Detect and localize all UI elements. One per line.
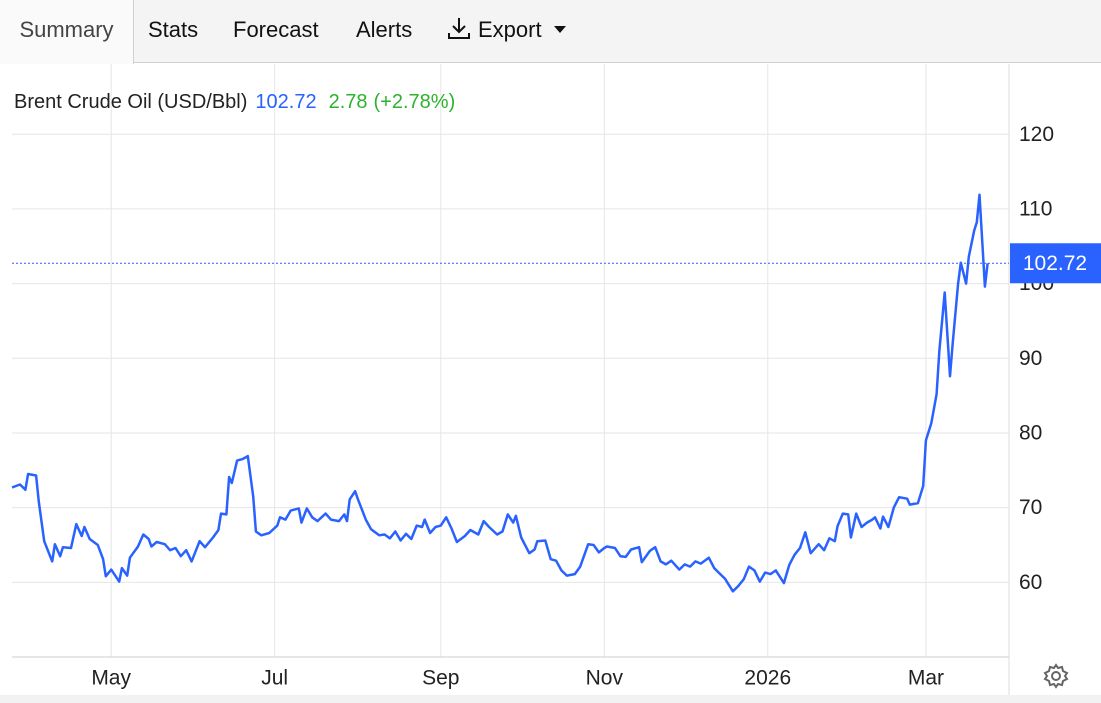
settings-icon[interactable] bbox=[1041, 661, 1071, 691]
legend: Brent Crude Oil (USD/Bbl) 102.72 2.78 (+2.7… bbox=[14, 91, 455, 113]
legend-last: 102.72 bbox=[255, 91, 316, 113]
grid bbox=[12, 64, 1009, 657]
tab[interactable]: Alerts bbox=[356, 17, 413, 42]
tab[interactable]: Summary bbox=[0, 0, 134, 64]
x-tick-label: May bbox=[91, 667, 131, 690]
y-tick-label: 110 bbox=[1019, 197, 1052, 220]
legend-change-percent: (+2.78%) bbox=[374, 91, 456, 113]
price-tag-label: 102.72 bbox=[1023, 252, 1087, 275]
y-tick-label: 90 bbox=[1019, 347, 1042, 370]
y-tick-label: 80 bbox=[1019, 421, 1042, 444]
legend-name: Brent Crude Oil (USD/Bbl) bbox=[14, 91, 247, 113]
x-tick-label: 2026 bbox=[744, 667, 791, 690]
tab[interactable]: Stats bbox=[148, 17, 199, 42]
price-tag bbox=[1010, 243, 1101, 284]
x-tick-label: Jul bbox=[261, 667, 288, 690]
download-icon[interactable] bbox=[446, 16, 472, 42]
y-tick-label: 120 bbox=[1019, 123, 1054, 146]
tab[interactable]: Forecast bbox=[233, 17, 319, 42]
x-tick-label: Nov bbox=[586, 667, 624, 690]
x-tick-label: Sep bbox=[422, 667, 459, 690]
legend-change: 2.78 bbox=[329, 91, 368, 113]
price-line bbox=[11, 193, 989, 593]
tab-bar: Summary Stats Forecast Alerts Export bbox=[0, 0, 1101, 64]
tab[interactable]: Export bbox=[478, 17, 542, 42]
x-tick-label: Mar bbox=[908, 667, 944, 690]
y-tick-label: 70 bbox=[1019, 496, 1042, 519]
y-tick-label: 60 bbox=[1019, 571, 1042, 594]
footer-strip bbox=[0, 695, 1101, 703]
dropdown-caret[interactable] bbox=[554, 26, 566, 33]
